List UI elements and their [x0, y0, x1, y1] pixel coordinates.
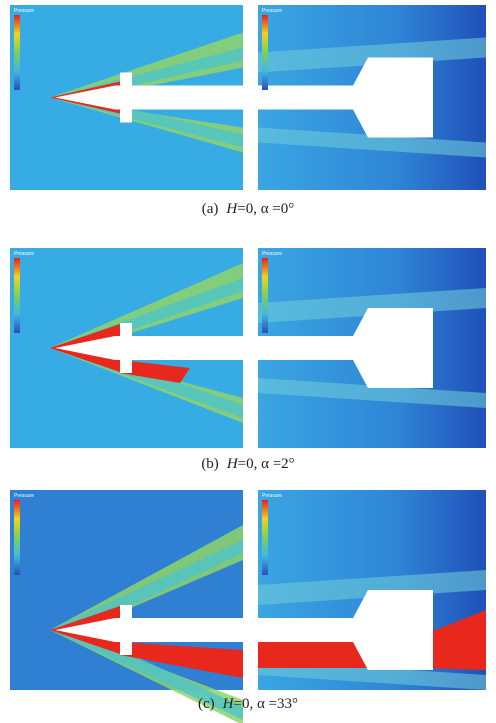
- caption-condition: =0, α =0°: [237, 201, 294, 217]
- legend-bar: [14, 15, 20, 90]
- caption-label: (b): [201, 456, 219, 472]
- caption-label: (c): [198, 696, 215, 712]
- contour-panel-right: Pressure: [258, 5, 486, 190]
- legend-title: Pressure: [14, 493, 34, 499]
- contour-panel-left: Pressure: [10, 490, 243, 723]
- contour-panel-left: Pressure: [10, 5, 243, 190]
- legend-bar: [262, 15, 268, 90]
- figure-row: Pressure Pressure (b)H=0, α =2°: [10, 248, 486, 472]
- caption-label: (a): [202, 201, 219, 217]
- caption: (b)H=0, α =2°: [201, 456, 294, 472]
- caption-condition: =0, α =33°: [233, 696, 298, 712]
- legend-title: Pressure: [262, 493, 282, 499]
- figure-row: Pressure Pressure (c)H=0, α =33°: [10, 490, 486, 723]
- caption: (c)H=0, α =33°: [198, 696, 298, 712]
- contour-panel-right: Pressure: [258, 490, 486, 690]
- caption: (a)H=0, α =0°: [202, 201, 295, 217]
- legend-title: Pressure: [262, 8, 282, 14]
- figure-row: Pressure Pressure (a)H=0, α =0°: [10, 5, 486, 217]
- figure: PressurePressure(a)H=0, α =0°PressurePre…: [0, 0, 496, 723]
- legend-title: Pressure: [14, 8, 34, 14]
- contour-panel-left: Pressure: [10, 248, 243, 448]
- legend-title: Pressure: [262, 251, 282, 257]
- legend-title: Pressure: [14, 251, 34, 257]
- contour-panel-right: Pressure: [258, 248, 486, 448]
- legend-bar: [262, 500, 268, 575]
- legend-bar: [262, 258, 268, 333]
- legend-bar: [14, 500, 20, 575]
- caption-condition: =0, α =2°: [238, 456, 295, 472]
- legend-bar: [14, 258, 20, 333]
